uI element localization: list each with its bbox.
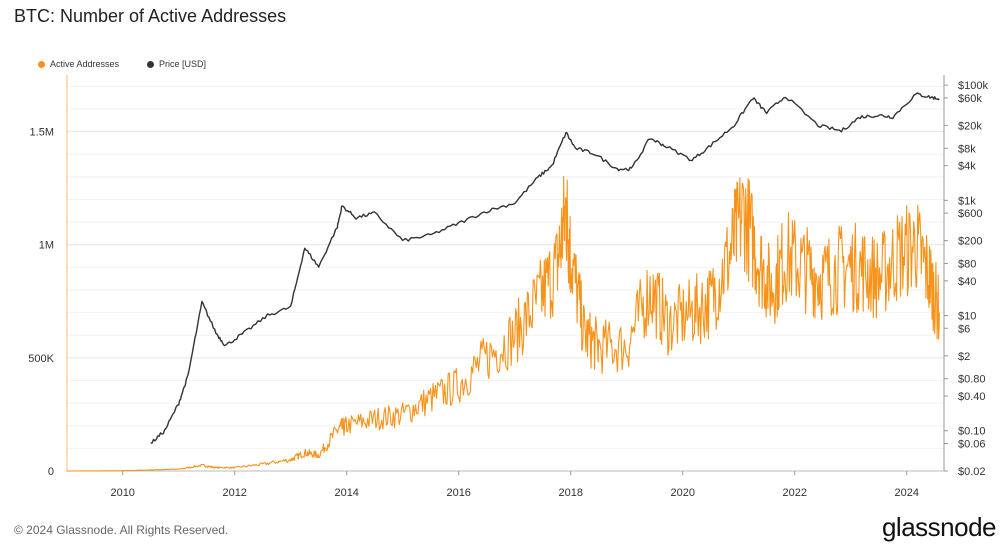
y-right-tick-label: $0.02 <box>958 466 986 478</box>
y-right-tick-label: $10 <box>958 311 976 323</box>
legend-item-price[interactable]: Price [USD] <box>147 59 206 69</box>
y-right-tick-label: $40 <box>958 276 976 288</box>
x-tick-label: 2024 <box>894 487 918 499</box>
y-left-tick-label: 0 <box>48 466 54 478</box>
series-line-price <box>150 92 940 444</box>
legend: Active Addresses Price [USD] <box>38 59 206 69</box>
y-right-tick-label: $200 <box>958 236 982 248</box>
y-right-tick-label: $8k <box>958 143 976 155</box>
y-left-tick-label: 1.5M <box>30 127 54 139</box>
x-tick-label: 2018 <box>558 487 582 499</box>
y-right-tick-label: $100k <box>958 80 988 92</box>
y-right-tick-label: $0.80 <box>958 374 986 386</box>
brand-logo: glassnode <box>881 512 997 542</box>
y-left-tick-label: 1M <box>39 240 54 252</box>
y-right-tick-label: $1k <box>958 195 976 207</box>
y-right-tick-label: $0.06 <box>958 439 986 451</box>
series-line-active-addresses <box>66 175 940 472</box>
y-right-tick-label: $0.40 <box>958 391 986 403</box>
y-right-tick-label: $80 <box>958 259 976 271</box>
y-right-tick-label: $600 <box>958 208 982 220</box>
legend-dot-active-addresses-icon <box>38 60 45 68</box>
legend-dot-price-icon <box>147 60 155 68</box>
x-tick-label: 2014 <box>334 487 358 499</box>
y-right-tick-label: $60k <box>958 93 982 105</box>
chart-title: BTC: Number of Active Addresses <box>14 6 287 26</box>
legend-item-active-addresses[interactable]: Active Addresses <box>38 59 119 69</box>
x-tick-label: 2016 <box>446 487 470 499</box>
legend-label-price: Price [USD] <box>159 59 207 69</box>
legend-label-active-addresses: Active Addresses <box>50 59 120 69</box>
y-left-tick-label: 500K <box>28 353 54 365</box>
y-right-tick-label: $20k <box>958 120 982 132</box>
y-right-tick-label: $6 <box>958 323 970 335</box>
y-right-tick-label: $0.10 <box>958 426 986 438</box>
copyright-footer: © 2024 Glassnode. All Rights Reserved. <box>14 523 229 537</box>
x-tick-label: 2022 <box>782 487 806 499</box>
y-right-tick-label: $4k <box>958 161 976 173</box>
x-tick-label: 2020 <box>670 487 694 499</box>
x-tick-label: 2010 <box>110 487 134 499</box>
y-right-tick-label: $2 <box>958 351 970 363</box>
x-tick-label: 2012 <box>222 487 246 499</box>
